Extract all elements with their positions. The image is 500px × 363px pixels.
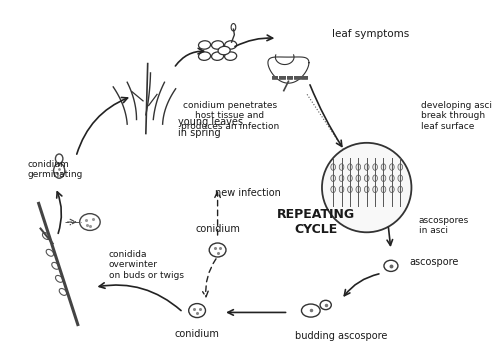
Ellipse shape xyxy=(56,276,63,282)
Ellipse shape xyxy=(373,175,378,182)
Ellipse shape xyxy=(331,175,336,182)
Ellipse shape xyxy=(381,186,386,193)
Text: REPEATING
CYCLE: REPEATING CYCLE xyxy=(278,208,355,236)
Ellipse shape xyxy=(381,164,386,170)
Ellipse shape xyxy=(331,186,336,193)
Ellipse shape xyxy=(356,164,360,170)
Ellipse shape xyxy=(209,243,226,257)
Ellipse shape xyxy=(212,41,224,49)
Ellipse shape xyxy=(398,164,402,170)
Text: budding ascospore: budding ascospore xyxy=(296,331,388,341)
Ellipse shape xyxy=(339,175,344,182)
Ellipse shape xyxy=(348,175,352,182)
Ellipse shape xyxy=(356,186,360,193)
Ellipse shape xyxy=(231,24,236,31)
Ellipse shape xyxy=(339,164,344,170)
Text: ascospore: ascospore xyxy=(410,257,459,267)
Ellipse shape xyxy=(390,164,394,170)
Ellipse shape xyxy=(320,300,332,310)
Ellipse shape xyxy=(59,289,66,295)
Text: conidium: conidium xyxy=(195,224,240,234)
Text: conidium: conidium xyxy=(174,329,220,339)
Ellipse shape xyxy=(348,164,352,170)
Ellipse shape xyxy=(339,186,344,193)
Ellipse shape xyxy=(364,186,369,193)
Ellipse shape xyxy=(390,175,394,182)
Ellipse shape xyxy=(52,262,59,269)
Circle shape xyxy=(322,143,412,232)
Ellipse shape xyxy=(331,164,336,170)
Ellipse shape xyxy=(188,303,206,318)
Ellipse shape xyxy=(348,186,352,193)
Text: new infection: new infection xyxy=(216,188,282,197)
Ellipse shape xyxy=(398,175,402,182)
Ellipse shape xyxy=(198,52,210,60)
Ellipse shape xyxy=(373,186,378,193)
Ellipse shape xyxy=(42,233,50,240)
Text: young leaves
in spring: young leaves in spring xyxy=(178,117,244,138)
Text: ascospores
in asci: ascospores in asci xyxy=(419,216,469,235)
Ellipse shape xyxy=(356,175,360,182)
Ellipse shape xyxy=(80,214,100,231)
Ellipse shape xyxy=(384,260,398,272)
Ellipse shape xyxy=(212,52,224,60)
Ellipse shape xyxy=(373,164,378,170)
Ellipse shape xyxy=(364,175,369,182)
Ellipse shape xyxy=(364,164,369,170)
Ellipse shape xyxy=(56,154,63,163)
Ellipse shape xyxy=(302,304,320,317)
Text: conidium penetrates
host tissue and
produces an infection: conidium penetrates host tissue and prod… xyxy=(180,101,279,131)
Ellipse shape xyxy=(198,41,210,49)
Text: developing asci
break through
leaf surface: developing asci break through leaf surfa… xyxy=(421,101,492,131)
Text: leaf symptoms: leaf symptoms xyxy=(332,29,409,39)
Ellipse shape xyxy=(218,46,230,55)
Ellipse shape xyxy=(224,52,236,60)
Text: conidium
germinating: conidium germinating xyxy=(28,160,83,179)
Ellipse shape xyxy=(224,41,236,49)
Ellipse shape xyxy=(390,186,394,193)
Text: conidida
overwinter
on buds or twigs: conidida overwinter on buds or twigs xyxy=(108,250,184,280)
Ellipse shape xyxy=(54,163,65,178)
Ellipse shape xyxy=(381,175,386,182)
Ellipse shape xyxy=(46,249,54,256)
Ellipse shape xyxy=(398,186,402,193)
